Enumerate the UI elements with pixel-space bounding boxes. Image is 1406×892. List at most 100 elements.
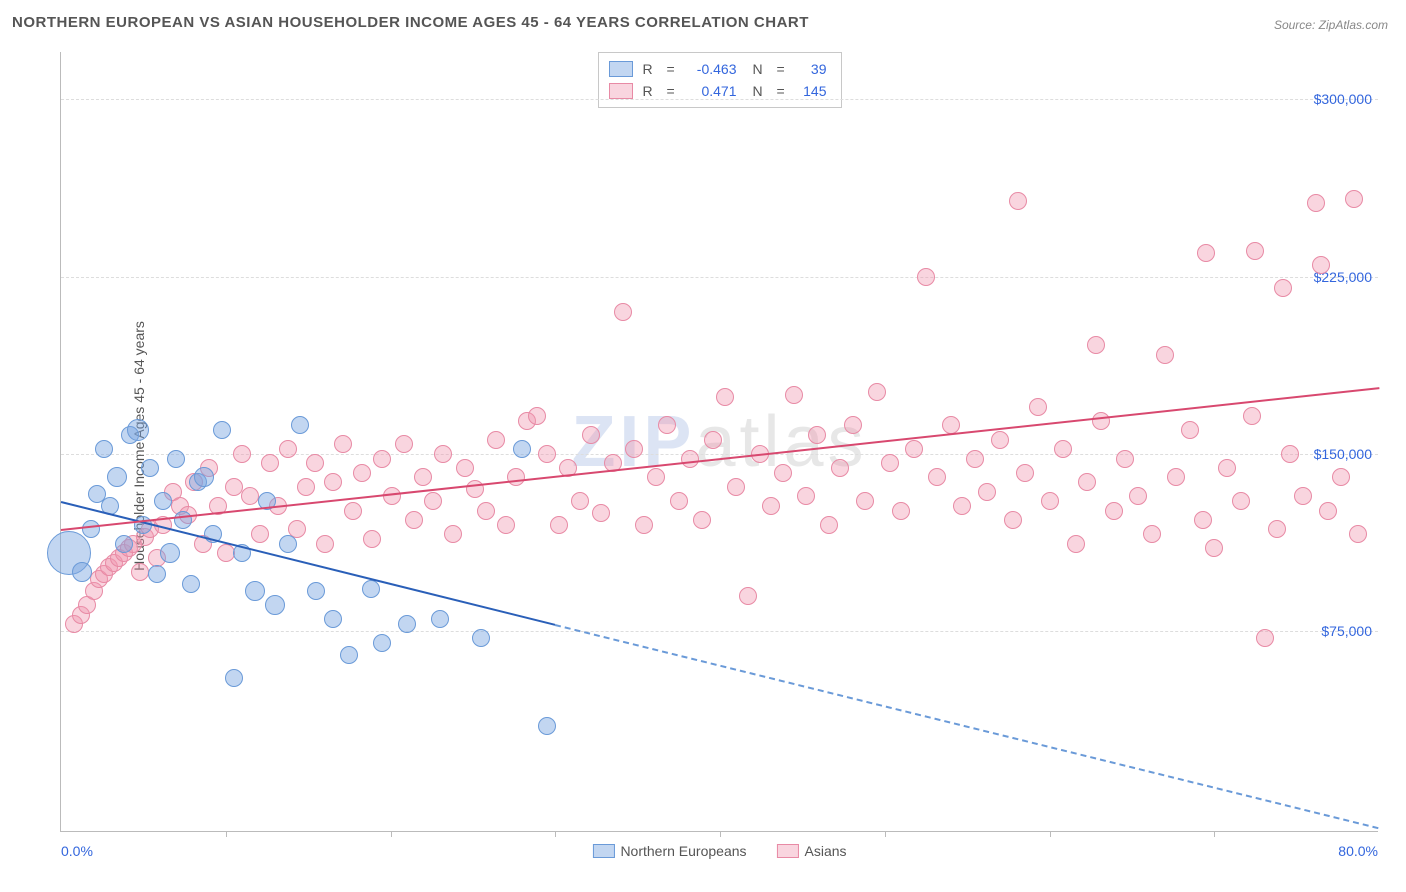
chart-title: NORTHERN EUROPEAN VS ASIAN HOUSEHOLDER I…	[12, 14, 809, 31]
data-point	[1243, 407, 1261, 425]
series-legend-item: Asians	[777, 843, 847, 859]
data-point	[881, 454, 899, 472]
data-point	[241, 487, 259, 505]
data-point	[1349, 525, 1367, 543]
data-point	[182, 575, 200, 593]
data-point	[1092, 412, 1110, 430]
data-point	[373, 450, 391, 468]
legend-n-value: 39	[795, 61, 827, 77]
data-point	[414, 468, 432, 486]
data-point	[115, 535, 133, 553]
x-tick	[226, 831, 227, 837]
data-point	[334, 435, 352, 453]
legend-eq: =	[667, 83, 675, 99]
data-point	[141, 459, 159, 477]
data-point	[82, 520, 100, 538]
x-tick	[1214, 831, 1215, 837]
data-point	[324, 473, 342, 491]
data-point	[739, 587, 757, 605]
regression-line-extrapolated	[555, 624, 1379, 829]
y-tick-label: $150,000	[1314, 446, 1372, 462]
data-point	[727, 478, 745, 496]
data-point	[797, 487, 815, 505]
data-point	[497, 516, 515, 534]
data-point	[261, 454, 279, 472]
data-point	[991, 431, 1009, 449]
data-point	[856, 492, 874, 510]
x-tick	[1050, 831, 1051, 837]
data-point	[978, 483, 996, 501]
data-point	[353, 464, 371, 482]
data-point	[905, 440, 923, 458]
gridline	[61, 99, 1378, 100]
data-point	[405, 511, 423, 529]
legend-swatch	[609, 61, 633, 77]
y-tick-label: $300,000	[1314, 91, 1372, 107]
data-point	[291, 416, 309, 434]
data-point	[456, 459, 474, 477]
data-point	[1004, 511, 1022, 529]
data-point	[194, 467, 214, 487]
data-point	[1009, 192, 1027, 210]
data-point	[1116, 450, 1134, 468]
data-point	[225, 669, 243, 687]
legend-n-label: N	[753, 83, 767, 99]
data-point	[1256, 629, 1274, 647]
data-point	[1181, 421, 1199, 439]
data-point	[625, 440, 643, 458]
gridline	[61, 277, 1378, 278]
data-point	[1268, 520, 1286, 538]
data-point	[127, 419, 149, 441]
data-point	[1246, 242, 1264, 260]
data-point	[1281, 445, 1299, 463]
data-point	[1205, 539, 1223, 557]
data-point	[72, 562, 92, 582]
data-point	[213, 421, 231, 439]
data-point	[1218, 459, 1236, 477]
data-point	[647, 468, 665, 486]
data-point	[1143, 525, 1161, 543]
data-point	[340, 646, 358, 664]
data-point	[844, 416, 862, 434]
data-point	[1167, 468, 1185, 486]
data-point	[1129, 487, 1147, 505]
data-point	[395, 435, 413, 453]
data-point	[245, 581, 265, 601]
gridline	[61, 631, 1378, 632]
data-point	[107, 467, 127, 487]
data-point	[550, 516, 568, 534]
data-point	[1319, 502, 1337, 520]
series-legend-label: Northern Europeans	[620, 843, 746, 859]
data-point	[1232, 492, 1250, 510]
data-point	[487, 431, 505, 449]
legend-eq: =	[777, 61, 785, 77]
legend-eq: =	[777, 83, 785, 99]
data-point	[1105, 502, 1123, 520]
data-point	[217, 544, 235, 562]
data-point	[1197, 244, 1215, 262]
legend-swatch	[777, 844, 799, 858]
data-point	[1345, 190, 1363, 208]
data-point	[513, 440, 531, 458]
legend-r-label: R	[643, 83, 657, 99]
data-point	[477, 502, 495, 520]
data-point	[966, 450, 984, 468]
data-point	[892, 502, 910, 520]
data-point	[953, 497, 971, 515]
legend-swatch	[609, 83, 633, 99]
data-point	[1307, 194, 1325, 212]
data-point	[279, 535, 297, 553]
source-label: Source: ZipAtlas.com	[1274, 18, 1388, 32]
data-point	[324, 610, 342, 628]
data-point	[167, 450, 185, 468]
plot-area: ZIPatlas R=-0.463N=39R=0.471N=145 Northe…	[60, 52, 1378, 832]
data-point	[431, 610, 449, 628]
data-point	[148, 565, 166, 583]
data-point	[1294, 487, 1312, 505]
data-point	[174, 511, 192, 529]
y-tick-label: $75,000	[1321, 623, 1372, 639]
data-point	[444, 525, 462, 543]
legend-swatch	[592, 844, 614, 858]
data-point	[528, 407, 546, 425]
x-axis-max-label: 80.0%	[1338, 843, 1378, 859]
